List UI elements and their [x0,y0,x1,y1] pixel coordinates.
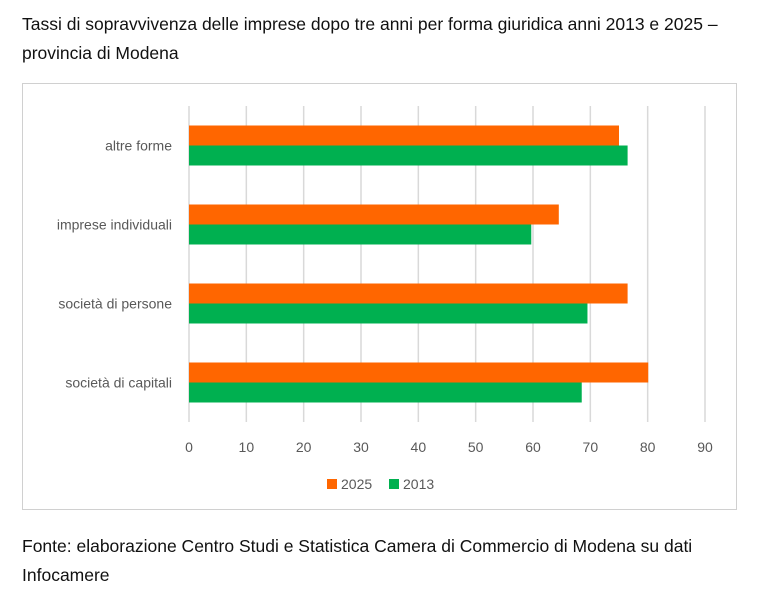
x-tick-label: 30 [353,439,369,455]
bar-2013 [189,224,532,245]
bar-2013 [189,382,582,403]
legend-swatch-2025 [327,479,337,489]
x-tick-label: 40 [411,439,427,455]
category-label: altre forme [105,138,172,154]
category-label: imprese individuali [57,217,172,233]
x-tick-label: 0 [185,439,193,455]
legend-swatch-2013 [389,479,399,489]
legend-label: 2025 [341,476,372,492]
source-note: Fonte: elaborazione Centro Studi e Stati… [22,536,693,585]
x-tick-label: 70 [583,439,599,455]
bar-2025 [189,125,619,146]
bar-2013 [189,303,588,324]
chart-frame [22,83,737,510]
bar-2025 [189,283,628,304]
x-tick-label: 90 [697,439,713,455]
category-label: società di capitali [65,375,172,391]
x-tick-label: 10 [239,439,255,455]
x-tick-label: 20 [296,439,312,455]
bar-2025 [189,362,649,383]
chart-title: Tassi di sopravvivenza delle imprese dop… [22,14,718,63]
bar-2013 [189,145,628,166]
x-tick-label: 50 [468,439,484,455]
bar-2025 [189,204,559,225]
legend-label: 2013 [403,476,434,492]
x-tick-label: 80 [640,439,656,455]
category-label: società di persone [58,296,172,312]
x-tick-label: 60 [525,439,541,455]
